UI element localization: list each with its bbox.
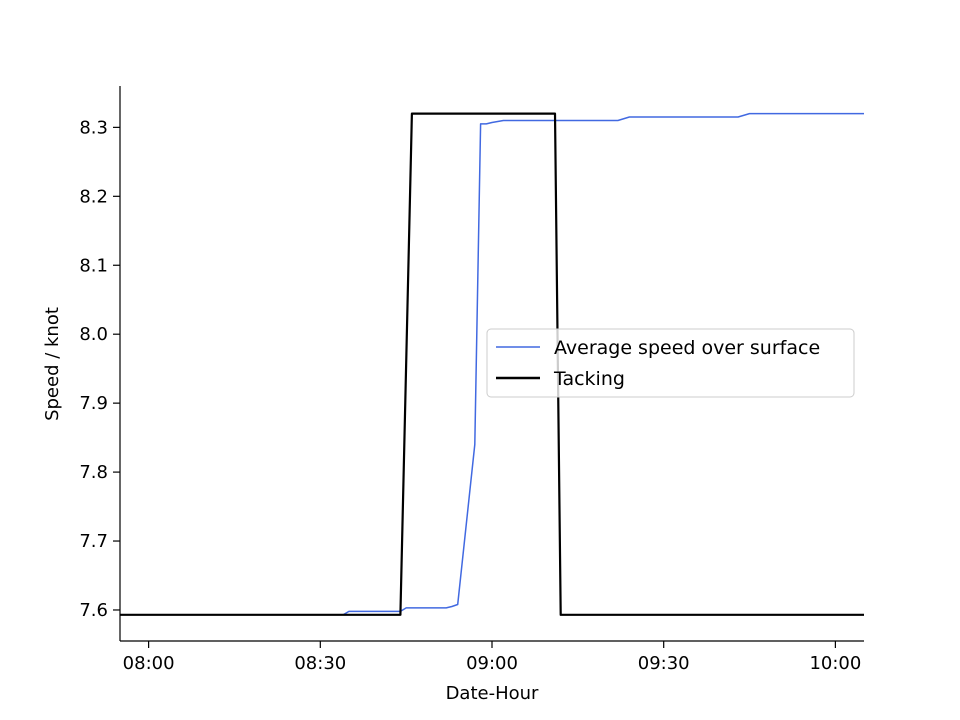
- y-tick-label: 8.2: [79, 186, 108, 207]
- x-tick-label: 08:30: [294, 653, 346, 674]
- series-line-tacking: [120, 112, 864, 616]
- x-axis-ticks: 08:00 08:30 09:00 09:30 10:00: [123, 641, 861, 674]
- series-line-average-speed: [120, 112, 864, 616]
- y-tick-label: 7.9: [79, 393, 108, 414]
- legend-label-tacking: Tacking: [553, 368, 625, 390]
- y-axis-title: Speed / knot: [42, 307, 63, 421]
- y-tick-label: 7.6: [79, 600, 108, 621]
- legend-label-average-speed: Average speed over surface: [554, 337, 820, 359]
- x-tick-label: 09:30: [638, 653, 690, 674]
- y-tick-label: 8.1: [79, 255, 108, 276]
- y-tick-label: 8.0: [79, 324, 108, 345]
- legend: Average speed over surface Tacking: [486, 328, 855, 398]
- x-tick-label: 10:00: [809, 653, 861, 674]
- plot-lines: [120, 112, 864, 616]
- x-axis-title: Date-Hour: [446, 683, 539, 704]
- x-tick-label: 09:00: [466, 653, 518, 674]
- x-tick-label: 08:00: [123, 653, 175, 674]
- legend-frame: [486, 328, 855, 398]
- y-tick-label: 7.7: [79, 531, 108, 552]
- y-tick-label: 7.8: [79, 462, 108, 483]
- y-tick-label: 8.3: [79, 117, 108, 138]
- y-axis-ticks: 7.6 7.7 7.8 7.9 8.0 8.1 8.2 8.3: [79, 117, 120, 621]
